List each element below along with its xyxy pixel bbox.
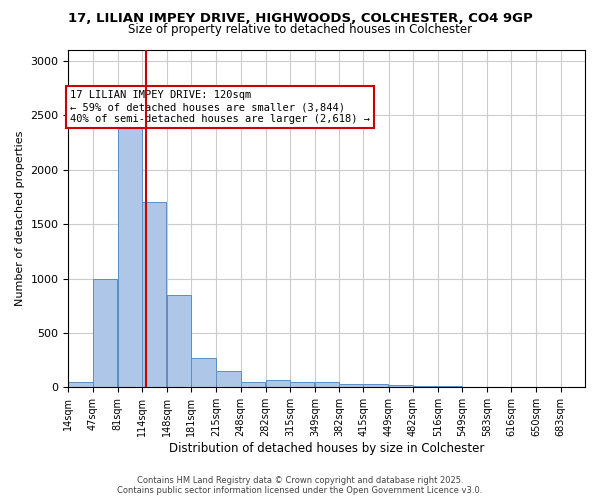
Bar <box>191 358 215 388</box>
Bar <box>438 386 462 388</box>
Bar <box>339 384 364 388</box>
Text: Size of property relative to detached houses in Colchester: Size of property relative to detached ho… <box>128 22 472 36</box>
Bar <box>266 380 290 388</box>
Bar <box>462 387 487 388</box>
Bar <box>413 386 437 388</box>
Text: Contains HM Land Registry data © Crown copyright and database right 2025.
Contai: Contains HM Land Registry data © Crown c… <box>118 476 482 495</box>
Bar <box>92 278 117 388</box>
Text: 17, LILIAN IMPEY DRIVE, HIGHWOODS, COLCHESTER, CO4 9GP: 17, LILIAN IMPEY DRIVE, HIGHWOODS, COLCH… <box>68 12 532 26</box>
Bar <box>217 371 241 388</box>
Bar <box>68 382 92 388</box>
X-axis label: Distribution of detached houses by size in Colchester: Distribution of detached houses by size … <box>169 442 484 455</box>
Bar <box>389 385 413 388</box>
Bar <box>118 116 142 388</box>
Bar <box>364 384 388 388</box>
Text: 17 LILIAN IMPEY DRIVE: 120sqm
← 59% of detached houses are smaller (3,844)
40% o: 17 LILIAN IMPEY DRIVE: 120sqm ← 59% of d… <box>70 90 370 124</box>
Bar <box>142 202 166 388</box>
Bar <box>315 382 339 388</box>
Y-axis label: Number of detached properties: Number of detached properties <box>15 131 25 306</box>
Bar <box>241 382 265 388</box>
Bar <box>167 295 191 388</box>
Bar <box>290 382 314 388</box>
